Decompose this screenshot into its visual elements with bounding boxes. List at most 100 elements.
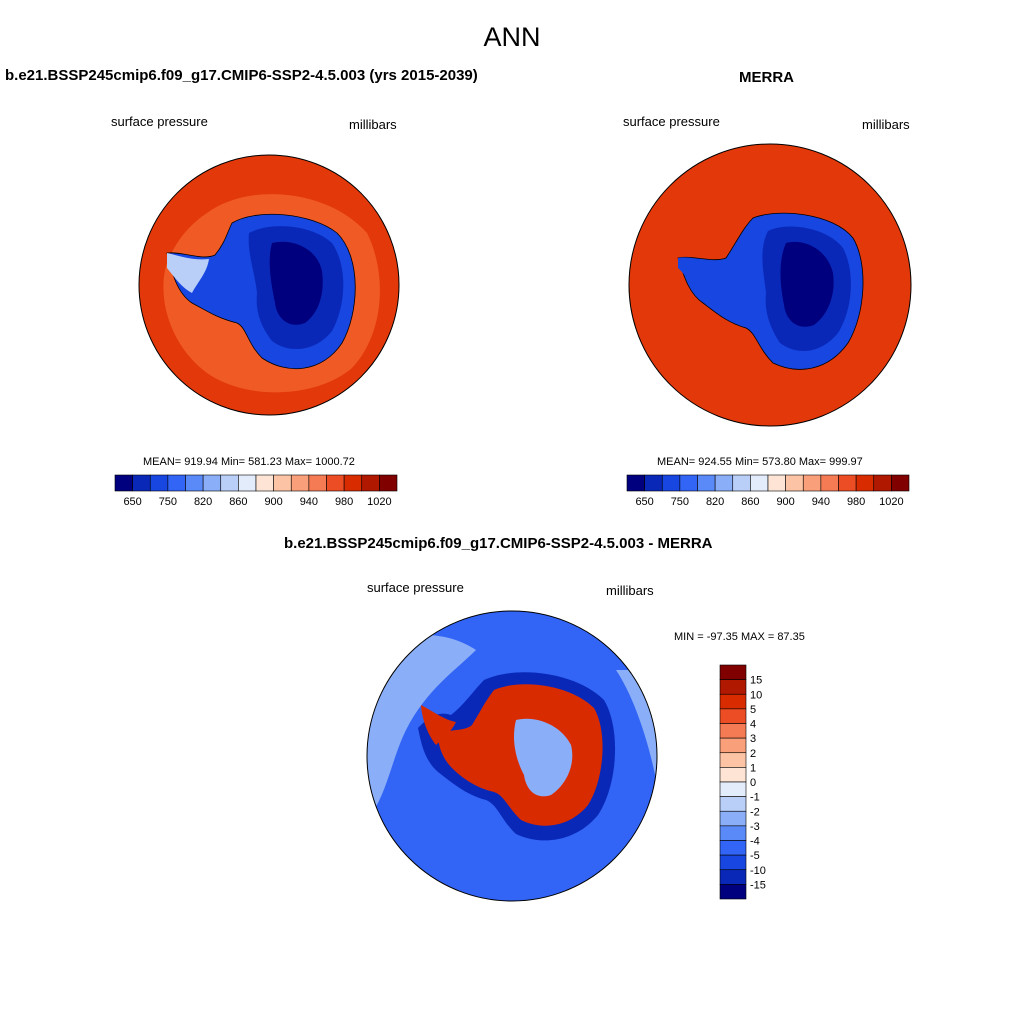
colorbar-swatch xyxy=(379,474,398,492)
panel1-stats: MEAN= 919.94 Min= 581.23 Max= 1000.72 xyxy=(143,456,355,468)
colorbar-tick-label: 900 xyxy=(264,496,282,508)
colorbar-swatch xyxy=(719,752,747,768)
colorbar-swatch xyxy=(644,474,663,492)
colorbar-tick-label: -1 xyxy=(750,792,760,804)
colorbar-swatch xyxy=(679,474,698,492)
colorbar-swatch xyxy=(714,474,734,492)
colorbar-swatch xyxy=(361,474,380,492)
colorbar-tick-label: 750 xyxy=(159,496,177,508)
colorbar-swatch xyxy=(732,474,751,492)
colorbar-swatch xyxy=(697,474,716,492)
panel3-stats: MIN = -97.35 MAX = 87.35 xyxy=(674,631,805,643)
colorbar-swatch xyxy=(290,474,310,492)
panel2-antarctica-core xyxy=(780,241,834,327)
colorbar-tick-label: 940 xyxy=(812,496,830,508)
colorbar-swatch xyxy=(719,796,747,812)
colorbar-swatch xyxy=(719,869,747,885)
colorbar-tick-label: -5 xyxy=(750,850,760,862)
main-title: ANN xyxy=(483,22,541,52)
panel2-stats: MEAN= 924.55 Min= 573.80 Max= 999.97 xyxy=(657,456,863,468)
panel1-variable-label: surface pressure xyxy=(111,114,208,129)
colorbar-swatch xyxy=(132,474,151,492)
colorbar-swatch xyxy=(719,693,747,710)
colorbar-swatch xyxy=(326,474,345,492)
colorbar-tick-label: -4 xyxy=(750,836,760,848)
colorbar-tick-label: 0 xyxy=(750,777,756,789)
colorbar-swatch xyxy=(719,840,747,856)
colorbar-swatch xyxy=(719,884,747,900)
colorbar-swatch xyxy=(719,810,747,827)
colorbar-tick-label: 820 xyxy=(194,496,212,508)
colorbar-tick-label: 820 xyxy=(706,496,724,508)
panel1-colorbar: 650 750 820 860 900 940 980 1020 xyxy=(114,474,398,508)
colorbar-tick-label: 2 xyxy=(750,748,756,760)
panel3-antarctica-blue xyxy=(513,718,573,797)
panel2-colorbar: 650 750 820 860 900 940 980 1020 xyxy=(626,474,910,508)
colorbar-swatch xyxy=(719,767,747,783)
colorbar-swatch xyxy=(719,854,747,871)
colorbar-swatch xyxy=(719,781,747,797)
colorbar-swatch xyxy=(750,474,769,492)
colorbar-tick-label: 15 xyxy=(750,675,762,687)
colorbar-swatch xyxy=(273,474,292,492)
panel3-map xyxy=(366,610,658,902)
colorbar-swatch xyxy=(114,474,133,492)
panel3-light-band xyxy=(367,635,476,820)
panel2-map xyxy=(628,143,912,427)
colorbar-tick-label: 4 xyxy=(750,719,756,731)
colorbar-tick-label: -2 xyxy=(750,806,760,818)
colorbar-tick-label: 980 xyxy=(335,496,353,508)
colorbar-tick-label: 1020 xyxy=(367,496,391,508)
colorbar-tick-label: 650 xyxy=(635,496,653,508)
colorbar-tick-label: 900 xyxy=(776,496,794,508)
panel3-title: b.e21.BSSP245cmip6.f09_g17.CMIP6-SSP2-4.… xyxy=(284,535,713,552)
colorbar-tick-label: 650 xyxy=(123,496,141,508)
colorbar-swatch xyxy=(855,474,875,492)
colorbar-tick-label: 10 xyxy=(750,689,762,701)
colorbar-swatch xyxy=(167,474,186,492)
panel2-title: MERRA xyxy=(739,69,794,86)
colorbar-swatch xyxy=(719,708,747,724)
panel3-units-label: millibars xyxy=(606,583,654,598)
colorbar-swatch xyxy=(719,737,747,754)
colorbar-tick-label: 5 xyxy=(750,704,756,716)
colorbar-tick-label: 980 xyxy=(847,496,865,508)
colorbar-swatch xyxy=(308,474,327,492)
colorbar-tick-label: -10 xyxy=(750,865,766,877)
panel1-antarctica-core xyxy=(269,241,323,325)
panel2-variable-label: surface pressure xyxy=(623,114,720,129)
colorbar-swatch xyxy=(719,723,747,739)
panel3-variable-label: surface pressure xyxy=(367,580,464,595)
colorbar-swatch xyxy=(838,474,857,492)
colorbar-tick-label: 3 xyxy=(750,733,756,745)
colorbar-tick-label: 1020 xyxy=(879,496,903,508)
colorbar-tick-label: 940 xyxy=(300,496,318,508)
panel1-map xyxy=(138,154,400,416)
colorbar-tick-label: 860 xyxy=(229,496,247,508)
colorbar-swatch xyxy=(820,474,839,492)
panel1-title: b.e21.BSSP245cmip6.f09_g17.CMIP6-SSP2-4.… xyxy=(5,67,478,84)
colorbar-swatch xyxy=(873,474,892,492)
colorbar-tick-label: -15 xyxy=(750,879,766,891)
colorbar-swatch xyxy=(802,474,822,492)
panel3-peninsula xyxy=(421,705,456,745)
colorbar-swatch xyxy=(202,474,222,492)
colorbar-swatch xyxy=(767,474,786,492)
colorbar-tick-label: 750 xyxy=(671,496,689,508)
colorbar-swatch xyxy=(255,474,274,492)
colorbar-swatch xyxy=(343,474,363,492)
panel2-units-label: millibars xyxy=(862,117,910,132)
colorbar-swatch xyxy=(185,474,204,492)
colorbar-swatch xyxy=(238,474,257,492)
colorbar-tick-label: -3 xyxy=(750,821,760,833)
panel2-peninsula xyxy=(678,257,720,293)
colorbar-swatch xyxy=(220,474,239,492)
colorbar-tick-label: 1 xyxy=(750,762,756,774)
colorbar-swatch xyxy=(719,664,747,680)
panel1-peninsula xyxy=(167,253,209,293)
colorbar-swatch xyxy=(891,474,910,492)
colorbar-swatch xyxy=(149,474,169,492)
panel1-units-label: millibars xyxy=(349,117,397,132)
colorbar-swatch xyxy=(719,825,747,841)
